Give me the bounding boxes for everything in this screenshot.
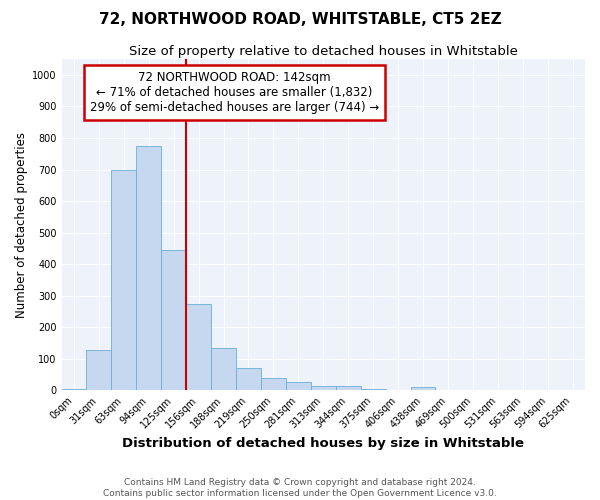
Bar: [136, 146, 161, 390]
Bar: [336, 386, 361, 390]
Bar: [361, 388, 386, 390]
Text: 72 NORTHWOOD ROAD: 142sqm
← 71% of detached houses are smaller (1,832)
29% of se: 72 NORTHWOOD ROAD: 142sqm ← 71% of detac…: [89, 71, 379, 114]
Bar: [261, 378, 286, 390]
Bar: [112, 170, 136, 390]
Bar: [410, 387, 436, 390]
Bar: [86, 350, 112, 391]
Bar: [211, 348, 236, 391]
X-axis label: Distribution of detached houses by size in Whitstable: Distribution of detached houses by size …: [122, 437, 524, 450]
Text: Contains HM Land Registry data © Crown copyright and database right 2024.
Contai: Contains HM Land Registry data © Crown c…: [103, 478, 497, 498]
Bar: [236, 368, 261, 390]
Title: Size of property relative to detached houses in Whitstable: Size of property relative to detached ho…: [129, 45, 518, 58]
Bar: [286, 382, 311, 390]
Text: 72, NORTHWOOD ROAD, WHITSTABLE, CT5 2EZ: 72, NORTHWOOD ROAD, WHITSTABLE, CT5 2EZ: [98, 12, 502, 28]
Bar: [186, 304, 211, 390]
Y-axis label: Number of detached properties: Number of detached properties: [15, 132, 28, 318]
Bar: [62, 388, 86, 390]
Bar: [311, 386, 336, 390]
Bar: [161, 250, 186, 390]
